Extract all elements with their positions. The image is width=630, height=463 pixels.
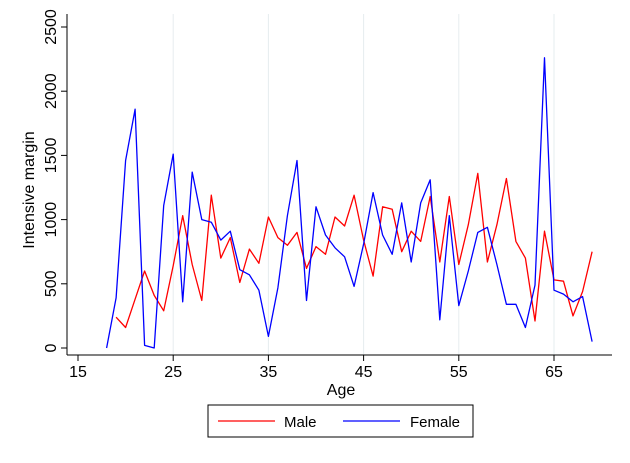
legend-label-male: Male <box>284 414 317 431</box>
y-tick-label-2500: 2500 <box>43 9 60 45</box>
series-layer <box>105 57 593 349</box>
series-line-male <box>115 172 593 329</box>
series-line-female <box>105 57 593 349</box>
x-tick-label-65: 65 <box>545 364 563 381</box>
x-tick-label-55: 55 <box>450 364 468 381</box>
y-axis-title: Intensive margin <box>21 131 38 248</box>
x-tick-label-25: 25 <box>164 364 182 381</box>
legend-label-female: Female <box>410 414 460 431</box>
legend: Male Female <box>207 404 474 438</box>
y-tick-label-2000: 2000 <box>43 73 60 109</box>
x-tick-label-35: 35 <box>260 364 278 381</box>
grid-layer <box>172 14 555 355</box>
x-tick-label-15: 15 <box>69 364 87 381</box>
y-tick-label-500: 500 <box>43 270 60 297</box>
axis-layer: 15 25 35 45 55 65 0 500 1000 1500 2000 2500 <box>43 9 612 381</box>
x-tick-label-45: 45 <box>355 364 373 381</box>
x-axis-title: Age <box>327 382 356 399</box>
y-tick-label-1500: 1500 <box>43 138 60 174</box>
y-tick-label-0: 0 <box>43 343 60 352</box>
y-tick-label-1000: 1000 <box>43 202 60 238</box>
